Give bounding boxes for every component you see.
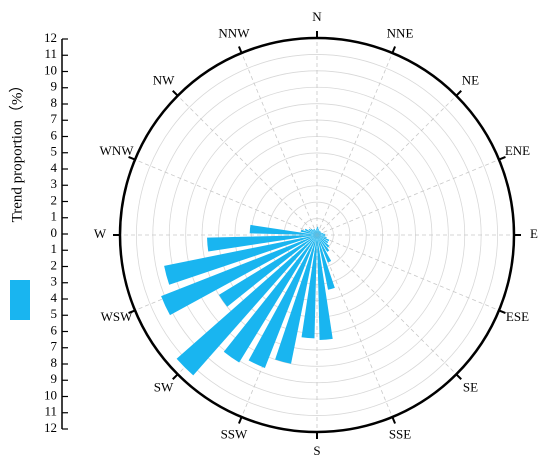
direction-label: NNW bbox=[218, 26, 250, 41]
tick-label: 4 bbox=[51, 290, 58, 305]
bar bbox=[317, 235, 329, 244]
bar bbox=[207, 235, 317, 252]
bar bbox=[304, 228, 317, 235]
tick-label: 7 bbox=[51, 339, 58, 354]
grid-circle bbox=[136, 54, 498, 416]
tick-label: 1 bbox=[51, 209, 58, 224]
direction-label: N bbox=[312, 9, 322, 24]
bar bbox=[248, 235, 317, 368]
tick-label: 5 bbox=[51, 144, 58, 159]
tick-label: 7 bbox=[51, 111, 58, 126]
tick-label: 0 bbox=[51, 225, 58, 240]
tick-label: 11 bbox=[44, 46, 57, 61]
direction-label: SE bbox=[463, 379, 478, 394]
bar bbox=[317, 232, 324, 235]
direction-label: ESE bbox=[506, 309, 529, 324]
spoke bbox=[316, 159, 500, 236]
bar bbox=[317, 235, 335, 290]
tick-label: 5 bbox=[51, 306, 58, 321]
tick-label: 8 bbox=[51, 355, 58, 370]
tick-label: 2 bbox=[51, 257, 58, 272]
bar bbox=[317, 232, 322, 235]
direction-label: NNE bbox=[387, 26, 414, 41]
direction-label: WSW bbox=[101, 309, 134, 324]
tick-label: 1 bbox=[51, 241, 58, 256]
bar bbox=[317, 235, 330, 252]
bar bbox=[317, 226, 319, 235]
direction-label: E bbox=[530, 226, 538, 241]
bar bbox=[317, 235, 326, 237]
direction-label: SSW bbox=[221, 426, 248, 441]
grid-circle bbox=[185, 103, 449, 367]
spoke bbox=[177, 95, 318, 236]
bar bbox=[312, 229, 317, 235]
bar bbox=[176, 235, 317, 376]
tick-label: 6 bbox=[51, 127, 58, 142]
direction-label: WNW bbox=[100, 143, 135, 158]
bar bbox=[317, 228, 320, 235]
bar bbox=[317, 233, 326, 235]
tick-label: 9 bbox=[51, 79, 58, 94]
direction-label: ENE bbox=[505, 143, 530, 158]
grid-circle bbox=[283, 201, 351, 269]
bar bbox=[313, 228, 317, 235]
bar bbox=[275, 235, 317, 364]
bar bbox=[317, 230, 320, 235]
direction-label: SW bbox=[154, 379, 174, 394]
direction-label: NW bbox=[153, 73, 175, 88]
spoke bbox=[241, 52, 318, 236]
direction-label: SSE bbox=[389, 426, 411, 441]
spoke bbox=[316, 95, 457, 236]
bar bbox=[317, 231, 321, 235]
tick-label: 11 bbox=[44, 404, 57, 419]
legend-swatch bbox=[10, 280, 30, 320]
bar bbox=[317, 230, 321, 235]
spoke bbox=[316, 52, 393, 236]
bar bbox=[315, 230, 317, 235]
spoke bbox=[316, 234, 500, 311]
tick-label: 10 bbox=[44, 387, 57, 402]
bar bbox=[317, 235, 333, 341]
bar bbox=[316, 228, 317, 235]
bar bbox=[218, 235, 317, 307]
tick-label: 8 bbox=[51, 95, 58, 110]
tick-label: 12 bbox=[44, 420, 57, 435]
spoke bbox=[316, 234, 457, 375]
bar bbox=[300, 229, 317, 235]
spoke bbox=[316, 234, 393, 418]
bar bbox=[317, 235, 330, 242]
tick-label: 3 bbox=[51, 274, 58, 289]
outer-ring bbox=[118, 36, 516, 434]
direction-label: W bbox=[94, 226, 107, 241]
tick-label: 12 bbox=[44, 30, 57, 45]
bar bbox=[310, 228, 317, 235]
spoke bbox=[134, 159, 318, 236]
bar bbox=[301, 235, 317, 339]
axis-title: Trend proportion（%） bbox=[8, 78, 25, 223]
bar bbox=[249, 224, 317, 235]
tick-label: 10 bbox=[44, 62, 57, 77]
bar bbox=[164, 235, 317, 285]
tick-label: 3 bbox=[51, 176, 58, 191]
direction-label: S bbox=[313, 443, 320, 458]
bar bbox=[317, 235, 327, 239]
bar bbox=[317, 231, 322, 235]
bar bbox=[308, 228, 317, 235]
bar bbox=[317, 235, 330, 248]
tick-label: 9 bbox=[51, 371, 58, 386]
tick-label: 2 bbox=[51, 192, 58, 207]
bar bbox=[161, 235, 317, 316]
direction-label: NE bbox=[462, 73, 479, 88]
tick-label: 6 bbox=[51, 322, 58, 337]
bar bbox=[317, 235, 332, 263]
bar bbox=[223, 235, 317, 363]
tick-label: 4 bbox=[51, 160, 58, 175]
grid-circle bbox=[234, 152, 400, 318]
